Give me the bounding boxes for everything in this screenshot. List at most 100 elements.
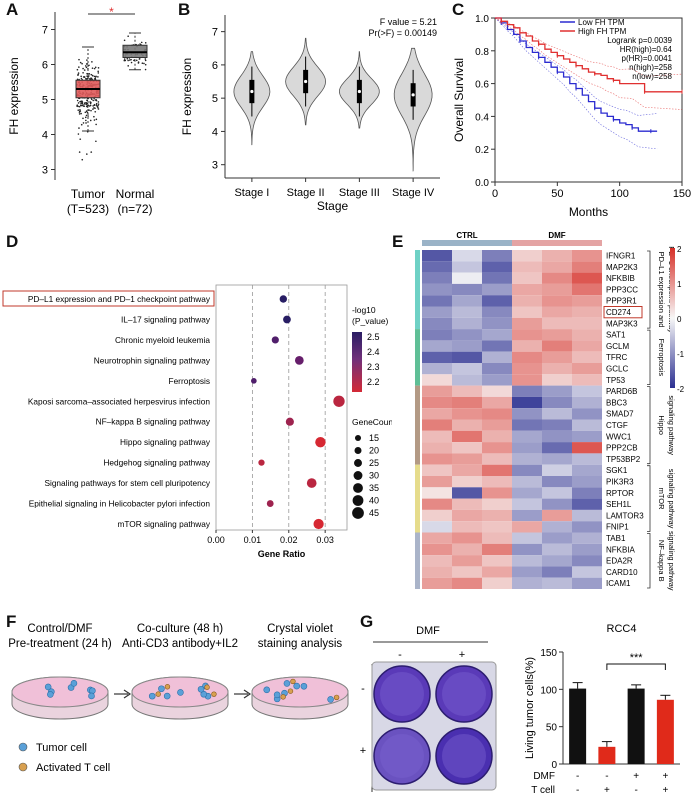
heatmap-cell — [542, 442, 572, 454]
heatmap-cell — [572, 261, 602, 273]
data-point — [92, 99, 95, 102]
group-bracket — [647, 533, 651, 589]
pathway-label: Hedgehog signaling pathway — [103, 458, 210, 468]
heatmap-cell — [572, 577, 602, 589]
heatmap-cell — [452, 385, 482, 397]
heatmap-cell — [482, 464, 512, 476]
pathway-dot — [285, 417, 294, 426]
data-point — [85, 77, 87, 80]
pathway-label: Neurotrophin signaling pathway — [94, 355, 211, 365]
heatmap-cell — [542, 453, 572, 465]
pathway-label: Kaposi sarcoma–associated herpesvirus in… — [28, 396, 211, 406]
data-point — [82, 122, 85, 124]
heatmap-cell — [422, 408, 452, 420]
data-point — [86, 102, 89, 105]
heatmap-cell — [482, 250, 512, 262]
survival-stat: HR(high)=0.64 — [620, 45, 673, 54]
heatmap-cell — [512, 340, 542, 352]
pathway-label: Epithelial signaling in Helicobacter pyl… — [29, 499, 211, 509]
group-bracket — [647, 465, 651, 532]
data-point — [80, 75, 82, 78]
heatmap-cell — [542, 532, 572, 544]
y-tick-label: 0.2 — [475, 145, 489, 156]
heatmap-cell — [512, 363, 542, 375]
heatmap-cell — [422, 487, 452, 499]
heatmap-cell — [542, 317, 572, 330]
group-color-bar — [415, 464, 420, 533]
panel-f-schematic: Control/DMF Pre-treatment (24 h) Co-cultur… — [8, 623, 349, 774]
group-label: mTOR — [657, 488, 666, 511]
heatmap-cell — [482, 329, 512, 341]
heatmap-cell — [452, 329, 482, 341]
size-legend-dot — [352, 495, 364, 506]
heatmap-cell — [542, 464, 572, 476]
panel-e-heatmap: CTRL DMF IFNGR1 MAP2K3 NFKBIB PPP3CC PPP3R1 CD2… — [415, 231, 685, 591]
data-point — [95, 104, 98, 107]
heatmap-cell — [572, 442, 602, 454]
heatmap-cell — [542, 577, 572, 589]
pathway-dot — [313, 518, 324, 530]
tumor-cell — [327, 696, 334, 703]
violin-median — [250, 89, 254, 94]
heatmap-cell — [542, 521, 572, 533]
pathway-dot — [266, 500, 274, 507]
gene-label: SMAD7 — [606, 410, 634, 419]
heatmap-cell — [572, 363, 602, 375]
tumor-cell — [200, 690, 208, 698]
plate-well-stain — [380, 734, 424, 778]
data-point — [123, 58, 126, 60]
x-category-label: Tumor — [71, 187, 105, 201]
y-tick-label: 1.0 — [475, 14, 489, 25]
plate-well-stain — [442, 672, 486, 716]
pathway-label: Chronic myeloid leukemia — [115, 335, 210, 345]
heatmap-cell — [482, 453, 512, 465]
data-point — [85, 110, 88, 112]
data-point — [88, 73, 91, 75]
pathway-dot — [294, 356, 304, 365]
confidence-band — [494, 17, 658, 116]
size-legend-dot — [353, 483, 363, 493]
x-tick-label: 50 — [551, 188, 563, 200]
pathway-dot — [315, 436, 326, 448]
plate-well-stain — [442, 734, 486, 778]
legend-label: Activated T cell — [36, 762, 110, 774]
data-point — [77, 133, 80, 135]
factor-sign: + — [604, 785, 610, 796]
heatmap-cell — [512, 272, 542, 284]
gene-label: LAMTOR3 — [606, 511, 644, 520]
data-point — [94, 110, 97, 113]
t-cell — [211, 691, 217, 697]
heatmap-cell — [422, 509, 452, 522]
t-cell-legend-icon — [18, 762, 28, 772]
survival-stat: Logrank p=0.0039 — [607, 36, 672, 45]
factor-label: DMF — [533, 771, 555, 782]
gene-label: CTGF — [606, 421, 628, 430]
data-point — [76, 68, 79, 71]
data-point — [76, 78, 79, 81]
heatmap-cell — [422, 261, 452, 273]
data-point — [94, 76, 97, 78]
heatmap-cell — [512, 329, 542, 341]
gene-label: MAP2K3 — [606, 263, 638, 272]
x-category-label: Stage IV — [392, 187, 435, 199]
col-group-label: CTRL — [456, 231, 477, 240]
tumor-cell — [273, 691, 281, 699]
pathway-dot — [251, 377, 257, 384]
data-point — [140, 41, 143, 44]
step-label: Co-culture (48 h) — [137, 623, 223, 635]
heatmap-cell — [512, 521, 542, 533]
tumor-cell — [44, 683, 52, 691]
color-legend-title: -log10 — [352, 305, 376, 315]
data-point — [128, 59, 131, 61]
data-point — [97, 72, 100, 74]
data-point — [95, 102, 98, 105]
data-point — [144, 63, 147, 66]
heatmap-cell — [512, 487, 542, 499]
t-cell — [280, 694, 286, 700]
data-point — [80, 77, 83, 80]
survival-stat: n(high)=258 — [629, 63, 672, 72]
heatmap-cell — [542, 306, 572, 318]
data-point — [81, 158, 84, 161]
heatmap-cell — [422, 577, 452, 589]
data-point — [78, 113, 81, 115]
